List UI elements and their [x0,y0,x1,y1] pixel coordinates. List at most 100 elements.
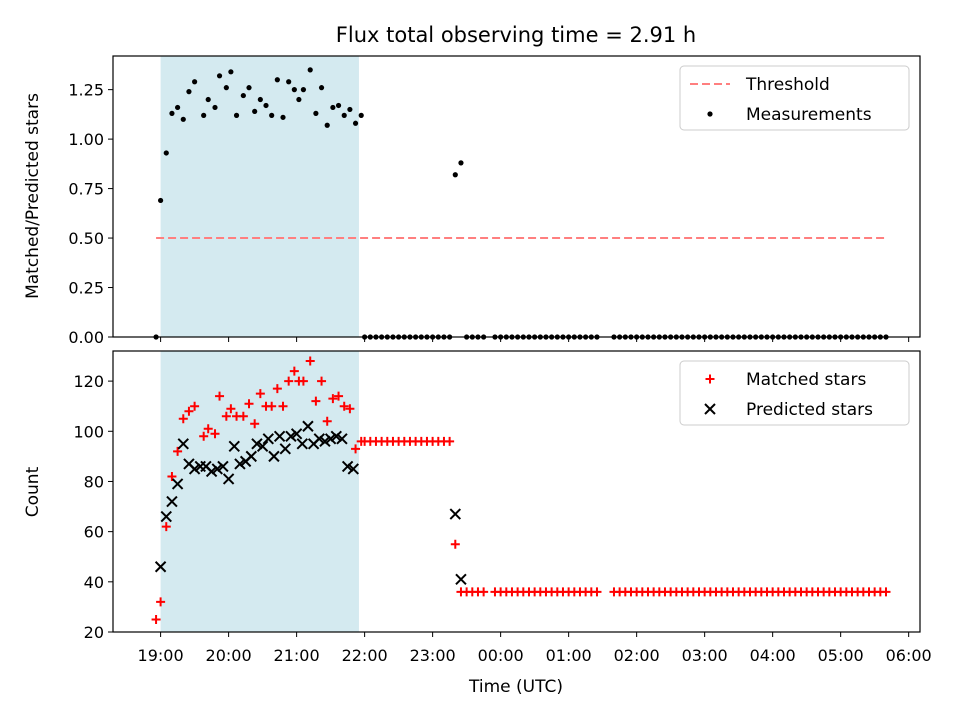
legend-box [679,65,910,131]
matched-point [479,587,489,597]
predicted-point [171,478,184,490]
predicted-point [245,450,257,463]
x-tick-label: 04:00 [750,646,796,665]
y-tick-label: 40 [84,573,104,592]
predicted-point [251,438,263,450]
y-tick-label: 120 [73,372,104,391]
axes-frame [112,350,921,633]
measurement-point [296,96,302,103]
legend-label: Predicted stars [746,400,873,420]
matched-point [317,376,327,386]
predicted-point [285,430,297,443]
y-axis-label: Count [23,466,43,517]
measurement-point [223,85,229,91]
legend: Matched stars Predicted stars [679,360,910,426]
predicted-point [449,508,462,520]
matched-point [178,414,188,424]
predicted-point [205,465,218,478]
matched-point [156,597,166,607]
measurement-point [205,96,211,103]
predicted-point [160,510,172,523]
matched-point [345,404,355,414]
predicted-point [279,443,291,455]
legend-matched-swatch [705,374,715,384]
matched-point [284,376,294,386]
predicted-point [228,440,240,453]
matched-point [339,401,349,411]
measurement-point [257,96,263,103]
measurement-point [318,85,325,91]
axes-frame [112,55,921,338]
measurement-point [324,122,330,128]
matched-point [250,419,260,429]
series-predicted-stars [154,420,467,586]
legend: Threshold Measurements [679,65,910,131]
measurement-point [330,104,336,111]
x-tick-label: 22:00 [342,646,388,665]
matched-point [221,411,231,421]
matched-point [334,391,344,401]
measurement-point [228,69,234,75]
matched-point [255,389,265,399]
matched-point [592,587,602,597]
matched-point [445,436,455,446]
predicted-point [217,460,229,473]
predicted-point [177,438,189,450]
measurement-point [201,112,207,118]
matched-point [161,522,171,532]
ratio-panel: 0.00 0.25 0.50 0.75 1.00 1.25 Matched/Predicte… [23,55,921,347]
measurement-point [212,104,218,111]
predicted-point [455,573,467,586]
measurement-point [335,102,342,109]
matched-point [322,416,332,426]
predicted-point [234,458,246,470]
measurement-point [233,112,240,118]
chart-title: Flux total observing time = 2.91 h [336,23,696,47]
matched-point [298,376,308,386]
y-tick-label: 60 [84,523,104,542]
measurement-point [163,150,169,156]
observing-span [160,56,359,337]
predicted-point [319,435,331,448]
matched-point [190,401,200,411]
y-tick-label: 0.75 [68,180,104,199]
y-tick-label: 100 [73,422,104,441]
predicted-point [290,428,303,440]
y-tick-label: 0.00 [68,328,104,347]
matched-point [328,394,338,404]
x-tick-label: 05:00 [818,646,864,665]
matched-point [351,444,361,454]
x-tick-label: 03:00 [682,646,728,665]
matched-point [272,384,282,394]
matched-point [305,356,315,366]
legend-box [679,360,910,426]
series-measurements [153,67,889,340]
measurement-point [307,67,313,73]
y-tick-label: 0.25 [68,279,104,298]
measurement-point [313,110,319,116]
matched-point [173,446,183,456]
matched-point [215,391,225,401]
measurement-point [347,106,353,113]
matched-point [226,404,236,414]
x-tick-label: 20:00 [206,646,252,665]
legend-predicted-swatch [704,403,716,415]
measurement-point [269,112,275,118]
predicted-point [302,420,314,432]
measurement-point [300,87,307,93]
predicted-point [166,495,178,508]
measurement-point [186,89,192,95]
matched-point [881,587,891,597]
matched-point [203,424,213,434]
x-tick-label: 00:00 [478,646,524,665]
predicted-point [222,473,235,485]
measurement-point [246,85,252,91]
measurement-point [274,77,280,83]
legend-label: Matched stars [746,370,866,390]
x-tick-label: 21:00 [274,646,320,665]
measurement-point [158,197,164,204]
matched-point [311,396,321,406]
measurement-point [341,112,347,118]
y-axis-label: Matched/Predicted stars [23,93,43,299]
predicted-point [330,430,342,443]
